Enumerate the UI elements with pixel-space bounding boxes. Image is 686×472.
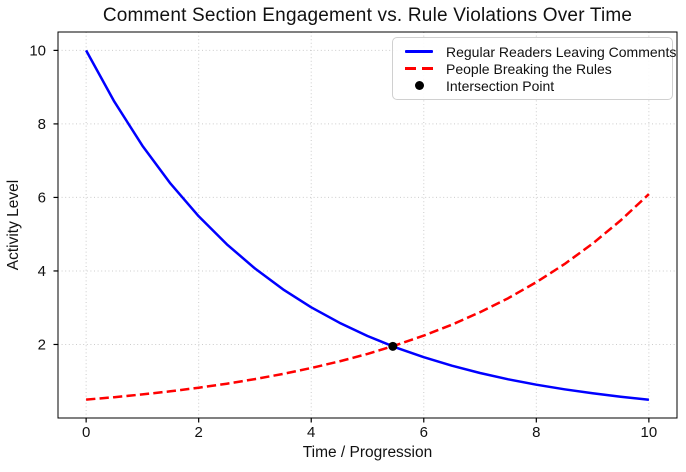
y-tick-label: 8 [38, 116, 46, 133]
dashed-line-icon [405, 64, 433, 74]
series-line-regular-readers [85, 49, 650, 401]
plot-border [57, 31, 678, 419]
legend-label: People Breaking the Rules [446, 60, 612, 77]
x-tick-label: 2 [195, 424, 203, 441]
legend-label: Intersection Point [446, 77, 555, 94]
dot-icon [405, 81, 433, 91]
x-tick-label: 0 [82, 424, 90, 441]
x-tick-label: 6 [420, 424, 428, 441]
legend-item-regular-readers: Regular Readers Leaving Comments [405, 44, 676, 60]
x-tick-label: 4 [307, 424, 315, 441]
y-tick-label: 10 [29, 43, 46, 60]
series-line-rule-breakers [85, 193, 650, 401]
intersection-point-marker [388, 341, 398, 351]
x-tick-label: 8 [532, 424, 540, 441]
y-axis-label: Activity Level [5, 179, 22, 271]
legend-item-intersection: Intersection Point [405, 78, 664, 94]
solid-line-icon [405, 47, 433, 57]
chart-title: Comment Section Engagement vs. Rule Viol… [102, 5, 633, 26]
y-tick-label: 6 [38, 190, 46, 207]
y-tick-label: 4 [38, 263, 46, 280]
x-axis-label: Time / Progression [302, 444, 433, 461]
y-tick-label: 2 [38, 337, 46, 354]
legend-label: Regular Readers Leaving Comments [446, 43, 677, 60]
legend: Regular Readers Leaving Comments People … [392, 37, 676, 100]
x-tick-label: 10 [641, 424, 658, 441]
legend-item-rule-breakers: People Breaking the Rules [405, 61, 664, 77]
